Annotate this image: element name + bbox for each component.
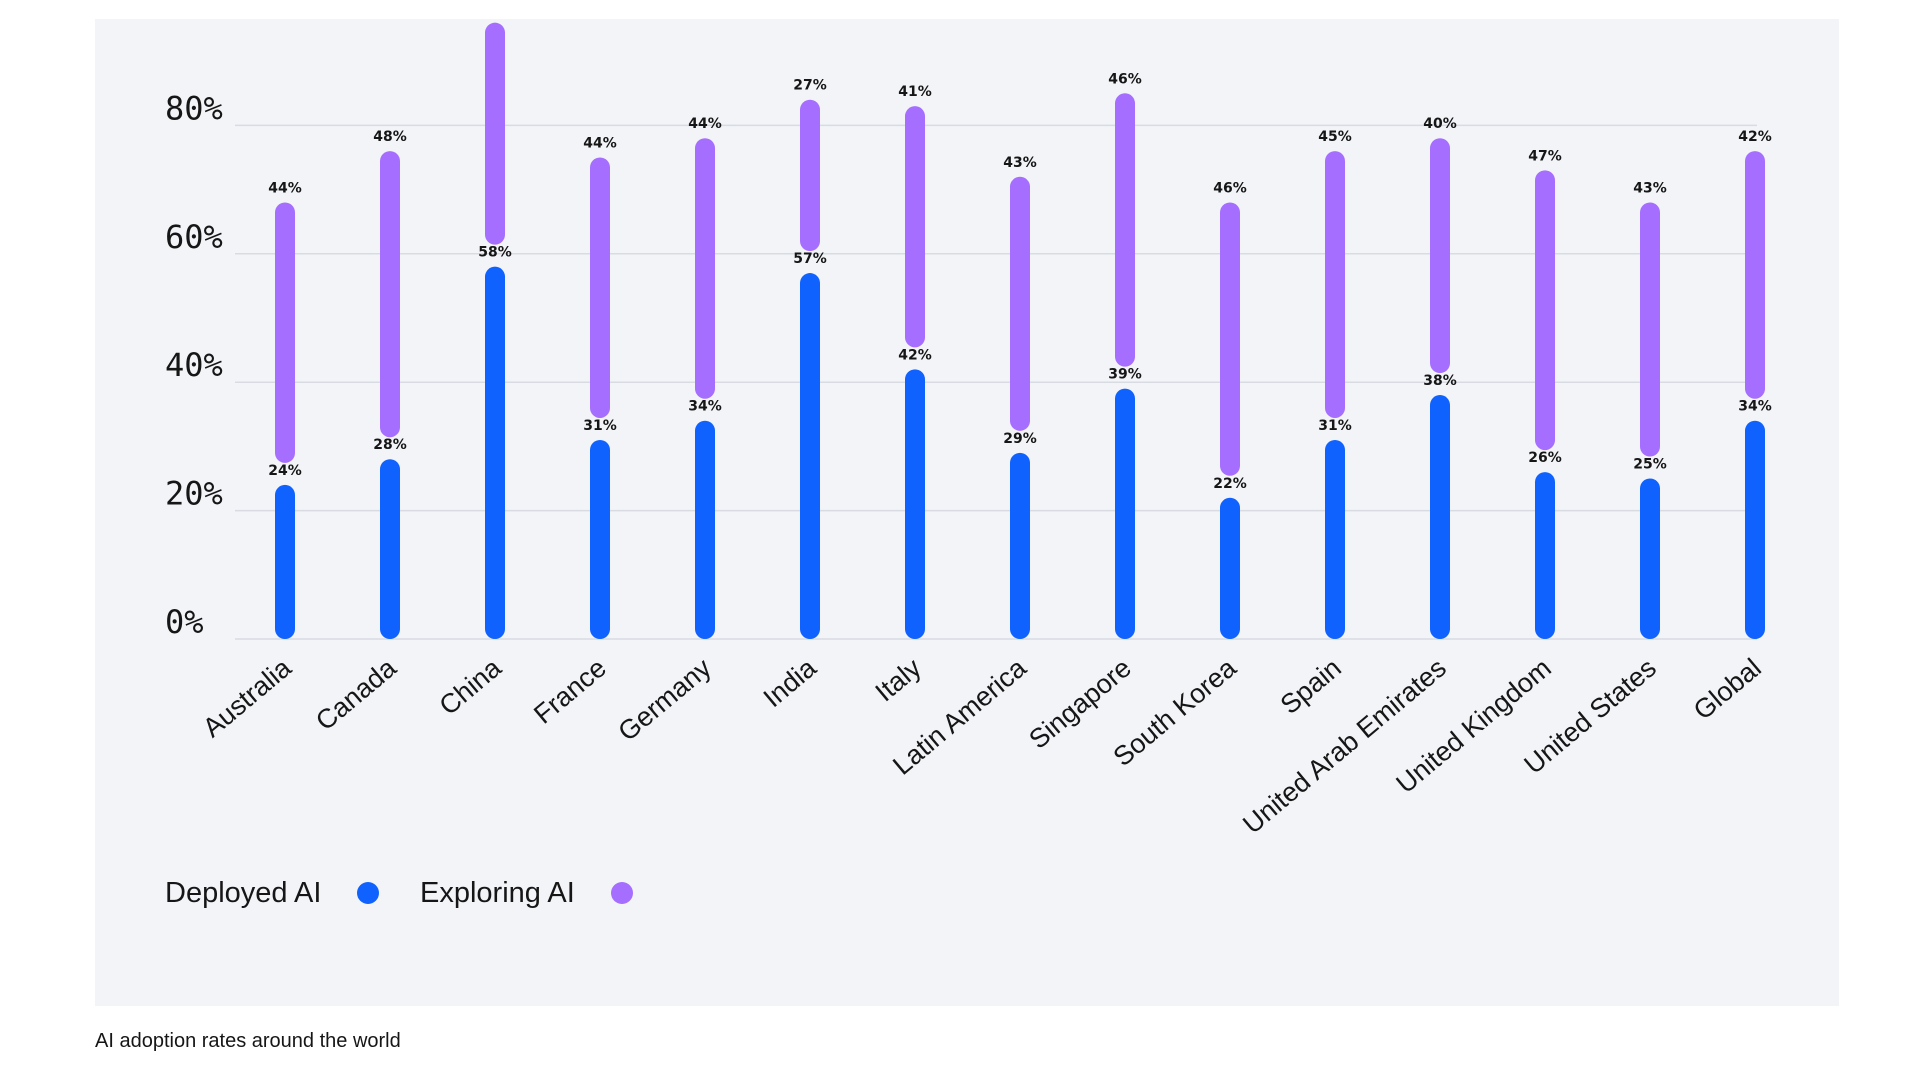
- deployed-bar-united-arab-emirates: [1430, 395, 1450, 639]
- exploring-value-label: 27%: [793, 78, 827, 94]
- legend-dot-exploring: [611, 882, 633, 904]
- deployed-value-label: 38%: [1423, 373, 1457, 389]
- x-axis-labels: Australia Canada China France Germany India It…: [197, 652, 1767, 840]
- deployed-value-label: 34%: [1738, 399, 1772, 415]
- deployed-value-label: 58%: [478, 245, 512, 261]
- data-labels: 24% 44% 28% 48% 58% 38% 31% 44% 34% 44% 57% 27% 42% 4…: [268, 71, 1772, 492]
- exploring-bar-france: [590, 157, 610, 418]
- x-tick-label: Canada: [310, 652, 402, 736]
- deployed-bar-germany: [695, 420, 715, 639]
- x-tick-label: Australia: [197, 652, 298, 743]
- exploring-value-label: 45%: [1318, 129, 1352, 145]
- legend: Deployed AI Exploring AI: [165, 877, 633, 909]
- exploring-bar-united-kingdom: [1535, 170, 1555, 451]
- deployed-value-label: 57%: [793, 251, 827, 267]
- exploring-bar-india: [800, 99, 820, 252]
- deployed-bar-spain: [1325, 439, 1345, 639]
- deployed-bar-singapore: [1115, 388, 1135, 639]
- y-tick-label: 60%: [165, 218, 223, 256]
- exploring-bar-latin-america: [1010, 176, 1030, 431]
- exploring-bar-australia: [275, 202, 295, 463]
- exploring-value-label: 44%: [583, 136, 617, 152]
- deployed-value-label: 26%: [1528, 450, 1562, 466]
- legend-label-exploring: Exploring AI: [420, 877, 575, 909]
- exploring-value-label: 48%: [373, 129, 407, 145]
- y-tick-label: 20%: [165, 475, 223, 513]
- exploring-bar-united-arab-emirates: [1430, 138, 1450, 374]
- deployed-value-label: 25%: [1633, 457, 1667, 473]
- exploring-bar-canada: [380, 151, 400, 438]
- deployed-bar-united-kingdom: [1535, 472, 1555, 639]
- chart-panel: 0% 20% 40% 60% 80% 24% 44% 28% 48% 58% 38% 31% 44% 3…: [95, 19, 1839, 1006]
- deployed-bar-latin-america: [1010, 452, 1030, 639]
- legend-label-deployed: Deployed AI: [165, 877, 321, 909]
- x-tick-label: France: [528, 653, 612, 730]
- x-tick-label: China: [434, 652, 508, 721]
- deployed-value-label: 42%: [898, 347, 932, 363]
- deployed-value-label: 34%: [688, 399, 722, 415]
- x-tick-label: Spain: [1275, 653, 1347, 720]
- exploring-value-label: 42%: [1738, 129, 1772, 145]
- y-tick-label: 40%: [165, 346, 223, 384]
- deployed-bar-india: [800, 273, 820, 639]
- exploring-bar-china: [485, 22, 505, 245]
- exploring-value-label: 47%: [1528, 148, 1562, 164]
- x-tick-label: India: [758, 652, 823, 713]
- deployed-bar-united-states: [1640, 478, 1660, 639]
- y-tick-label: 80%: [165, 89, 223, 127]
- deployed-bar-china: [485, 266, 505, 639]
- exploring-value-label: 46%: [1108, 71, 1142, 87]
- exploring-bar-germany: [695, 138, 715, 399]
- deployed-bar-south-korea: [1220, 497, 1240, 639]
- figure-caption: AI adoption rates around the world: [95, 1030, 401, 1052]
- y-axis-ticks: 0% 20% 40% 60% 80%: [165, 89, 223, 641]
- adoption-chart: 0% 20% 40% 60% 80% 24% 44% 28% 48% 58% 38% 31% 44% 3…: [165, 22, 1772, 909]
- x-tick-label: Italy: [870, 652, 928, 707]
- deployed-bar-australia: [275, 484, 295, 639]
- exploring-value-label: 41%: [898, 84, 932, 100]
- exploring-value-label: 43%: [1633, 180, 1667, 196]
- x-tick-label: Global: [1688, 653, 1767, 726]
- legend-dot-deployed: [357, 882, 379, 904]
- deployed-value-label: 24%: [268, 463, 302, 479]
- deployed-bar-italy: [905, 369, 925, 639]
- exploring-bar-south-korea: [1220, 202, 1240, 476]
- exploring-bar-spain: [1325, 151, 1345, 418]
- deployed-value-label: 31%: [583, 418, 617, 434]
- exploring-bar-singapore: [1115, 93, 1135, 367]
- gridlines: [235, 124, 1757, 640]
- deployed-value-label: 31%: [1318, 418, 1352, 434]
- deployed-value-label: 39%: [1108, 367, 1142, 383]
- deployed-bar-france: [590, 439, 610, 639]
- exploring-bar-italy: [905, 106, 925, 348]
- exploring-value-label: 40%: [1423, 116, 1457, 132]
- bars: [275, 22, 1765, 639]
- exploring-value-label: 46%: [1213, 180, 1247, 196]
- deployed-value-label: 22%: [1213, 476, 1247, 492]
- exploring-value-label: 44%: [268, 180, 302, 196]
- exploring-value-label: 44%: [688, 116, 722, 132]
- exploring-bar-global: [1745, 151, 1765, 399]
- deployed-bar-canada: [380, 459, 400, 639]
- exploring-bar-united-states: [1640, 202, 1660, 457]
- deployed-value-label: 29%: [1003, 431, 1037, 447]
- y-tick-label: 0%: [165, 603, 204, 641]
- x-tick-label: United Arab Emirates: [1237, 653, 1452, 840]
- deployed-value-label: 28%: [373, 437, 407, 453]
- exploring-value-label: 43%: [1003, 155, 1037, 171]
- deployed-bar-global: [1745, 420, 1765, 639]
- x-tick-label: Germany: [613, 652, 718, 747]
